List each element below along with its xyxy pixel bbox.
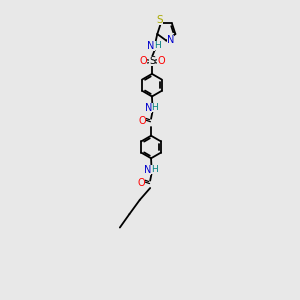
Text: H: H — [152, 103, 158, 112]
Text: H: H — [151, 165, 158, 174]
Text: O: O — [139, 56, 147, 66]
Text: S: S — [157, 15, 164, 25]
Text: N: N — [145, 103, 152, 113]
Text: O: O — [157, 56, 165, 66]
Text: O: O — [138, 116, 146, 126]
Text: H: H — [154, 41, 161, 50]
Text: O: O — [137, 178, 145, 188]
Text: S: S — [149, 56, 155, 66]
Text: N: N — [144, 165, 152, 175]
Text: N: N — [167, 35, 174, 45]
Text: N: N — [147, 41, 155, 51]
